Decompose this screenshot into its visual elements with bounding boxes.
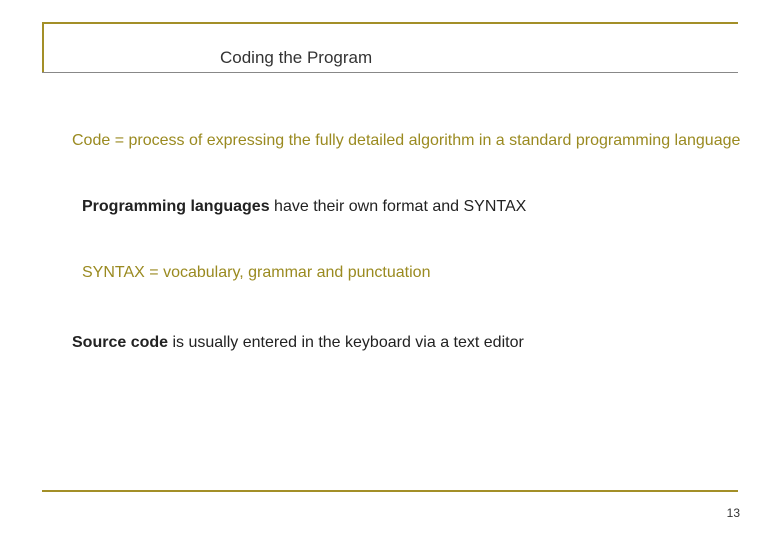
syntax-definition: SYNTAX = vocabulary, grammar and punctua… — [82, 264, 742, 282]
slide: Coding the Program Code = process of exp… — [0, 0, 780, 540]
title-underline — [42, 72, 738, 73]
programming-languages-bold: Programming languages — [82, 198, 274, 215]
bottom-rule — [42, 490, 738, 492]
page-number: 13 — [727, 506, 740, 520]
slide-body: Code = process of expressing the fully d… — [72, 130, 742, 352]
source-code-bold: Source code — [72, 334, 168, 351]
programming-languages-line: Programming languages have their own for… — [82, 198, 742, 216]
left-accent-rule — [42, 22, 44, 72]
programming-languages-rest: have their own format and SYNTAX — [274, 198, 526, 215]
source-code-rest: is usually entered in the keyboard via a… — [168, 334, 524, 351]
code-definition: Code = process of expressing the fully d… — [72, 130, 742, 152]
slide-title: Coding the Program — [220, 48, 372, 68]
source-code-line: Source code is usually entered in the ke… — [72, 334, 742, 352]
top-rule — [42, 22, 738, 24]
